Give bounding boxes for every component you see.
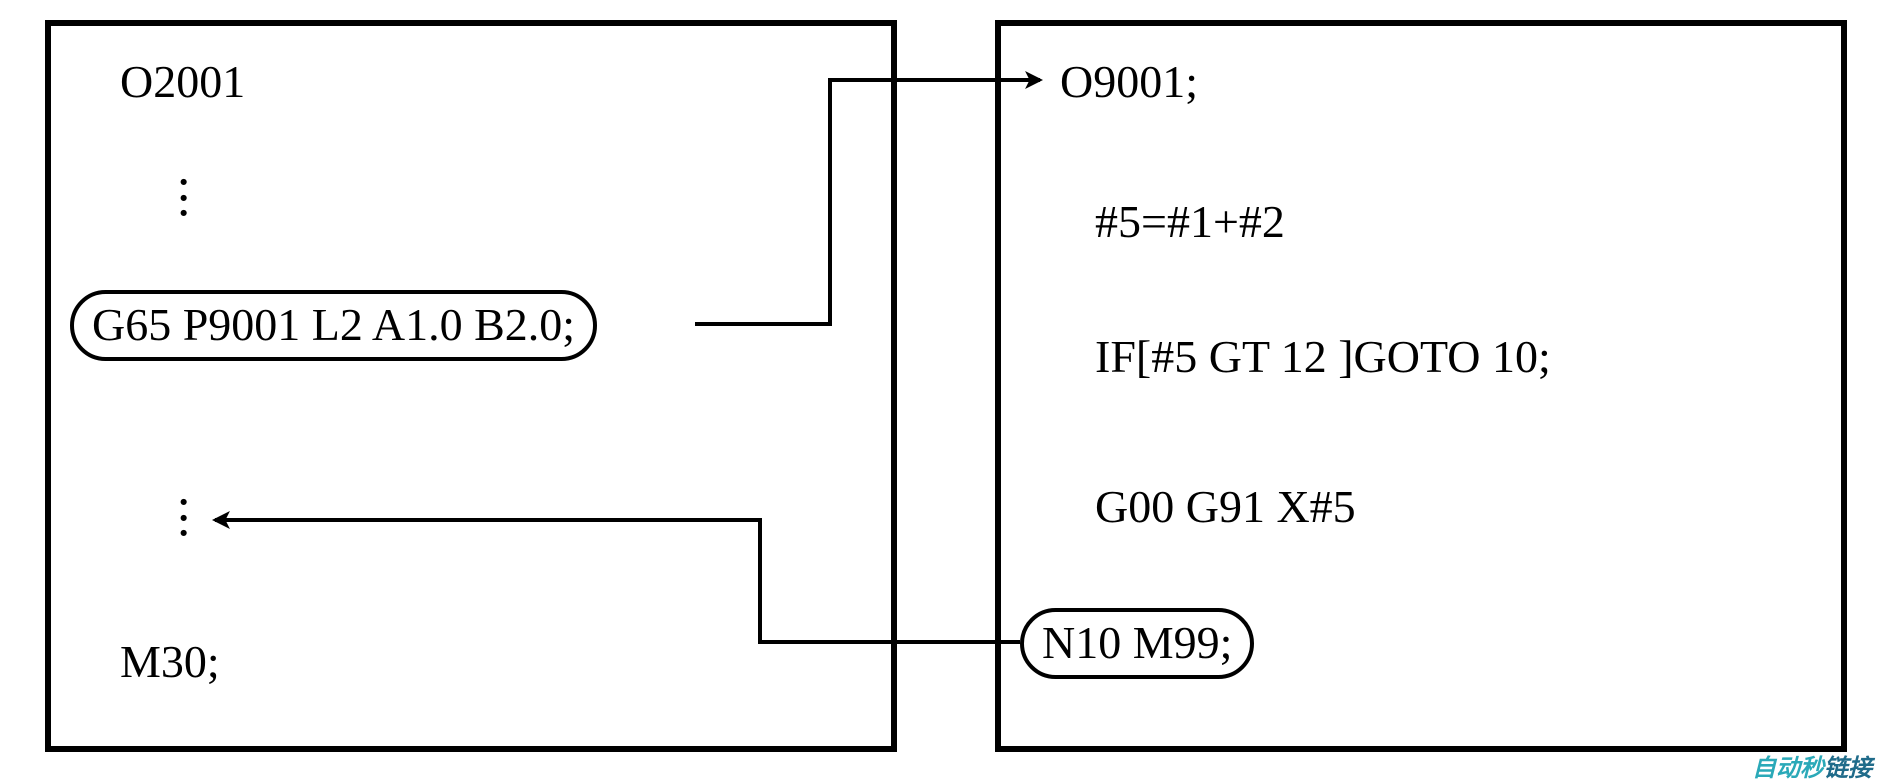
watermark-text: 自动秒链接 [1752,748,1872,783]
macro-call-statement: G65 P9001 L2 A1.0 B2.0; [70,290,597,361]
motion-statement: G00 G91 X#5 [1095,480,1356,533]
macro-program-number: O9001; [1060,55,1198,108]
ellipsis-icon: ··· [175,175,192,222]
program-end-m30: M30; [120,635,220,688]
diagram-root: O2001 ··· G65 P9001 L2 A1.0 B2.0; ··· M3… [0,0,1890,780]
assignment-statement: #5=#1+#2 [1095,195,1285,248]
macro-return-statement: N10 M99; [1020,608,1254,679]
ellipsis-icon: ··· [175,495,192,542]
if-goto-statement: IF[#5 GT 12 ]GOTO 10; [1095,330,1551,383]
main-program-number: O2001 [120,55,245,108]
